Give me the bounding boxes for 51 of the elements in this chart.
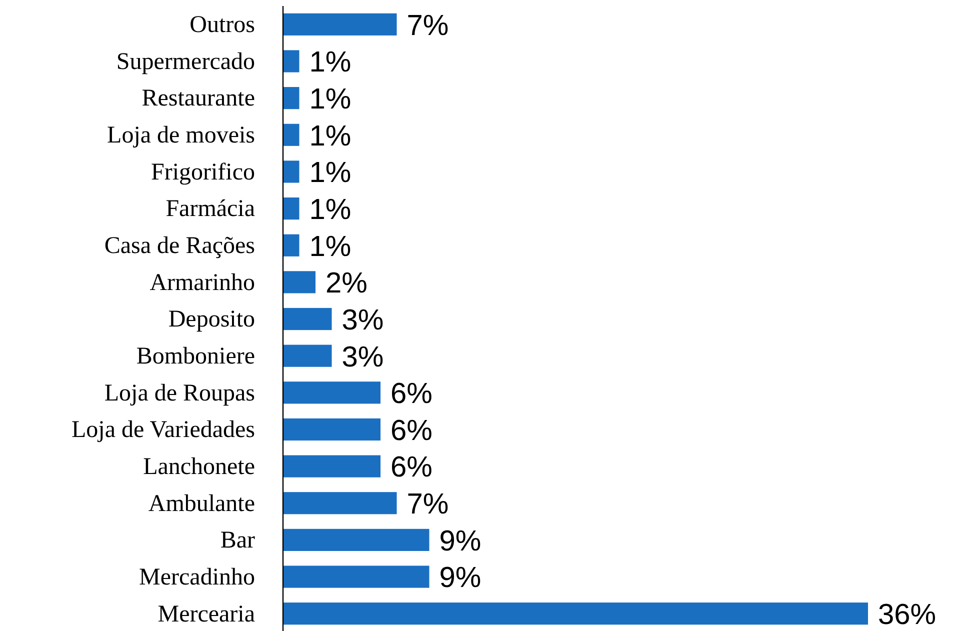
bar (283, 382, 380, 404)
y-tick-label: Casa de Rações (104, 233, 255, 260)
y-tick-label: Deposito (168, 306, 255, 333)
data-label: 1% (309, 46, 352, 79)
data-label: 6% (390, 378, 432, 410)
data-label: 1% (309, 120, 352, 152)
bar (283, 344, 332, 367)
data-label: 7% (406, 10, 449, 42)
y-tick-label: Loja de moveis (107, 122, 255, 149)
data-label: 3% (342, 341, 384, 374)
y-tick-label: Loja de Roupas (104, 380, 255, 406)
data-label: 9% (439, 562, 482, 594)
bar (283, 528, 430, 551)
bar (283, 234, 300, 256)
y-tick-label: Farmácia (166, 196, 256, 222)
bar (283, 308, 332, 330)
y-tick-label: Frigorifico (151, 159, 255, 186)
bar (283, 124, 300, 146)
bar (283, 13, 397, 36)
bar (283, 160, 300, 183)
data-label: 3% (342, 304, 384, 336)
data-label: 7% (406, 488, 449, 521)
data-label: 2% (326, 268, 368, 300)
data-label: 1% (309, 194, 352, 226)
y-tick-label: Mercearia (158, 601, 256, 628)
data-label: 1% (309, 84, 352, 116)
y-tick-label: Mercadinho (139, 564, 255, 590)
y-tick-label: Ambulante (148, 490, 255, 517)
bar (283, 602, 868, 625)
y-tick-label: Lanchonete (143, 454, 255, 480)
bar (283, 418, 380, 441)
y-tick-label: Outros (190, 12, 255, 38)
data-label: 9% (439, 525, 482, 558)
bar (283, 50, 300, 72)
y-tick-label: Bar (220, 528, 256, 554)
bar (283, 197, 300, 220)
data-label: 6% (390, 452, 432, 484)
y-tick-label: Supermercado (116, 48, 255, 75)
bar (283, 271, 316, 294)
bar (283, 87, 300, 110)
data-label: 36% (878, 599, 936, 631)
bar (283, 566, 430, 588)
data-label: 1% (309, 230, 352, 263)
data-label: 1% (309, 157, 352, 190)
bar (283, 455, 380, 478)
y-tick-label: Loja de Variedades (72, 417, 255, 444)
y-tick-label: Restaurante (142, 86, 255, 112)
y-tick-label: Bomboniere (136, 344, 255, 370)
data-label: 6% (390, 414, 432, 447)
y-tick-label: Armarinho (150, 270, 255, 296)
bar (283, 492, 397, 514)
